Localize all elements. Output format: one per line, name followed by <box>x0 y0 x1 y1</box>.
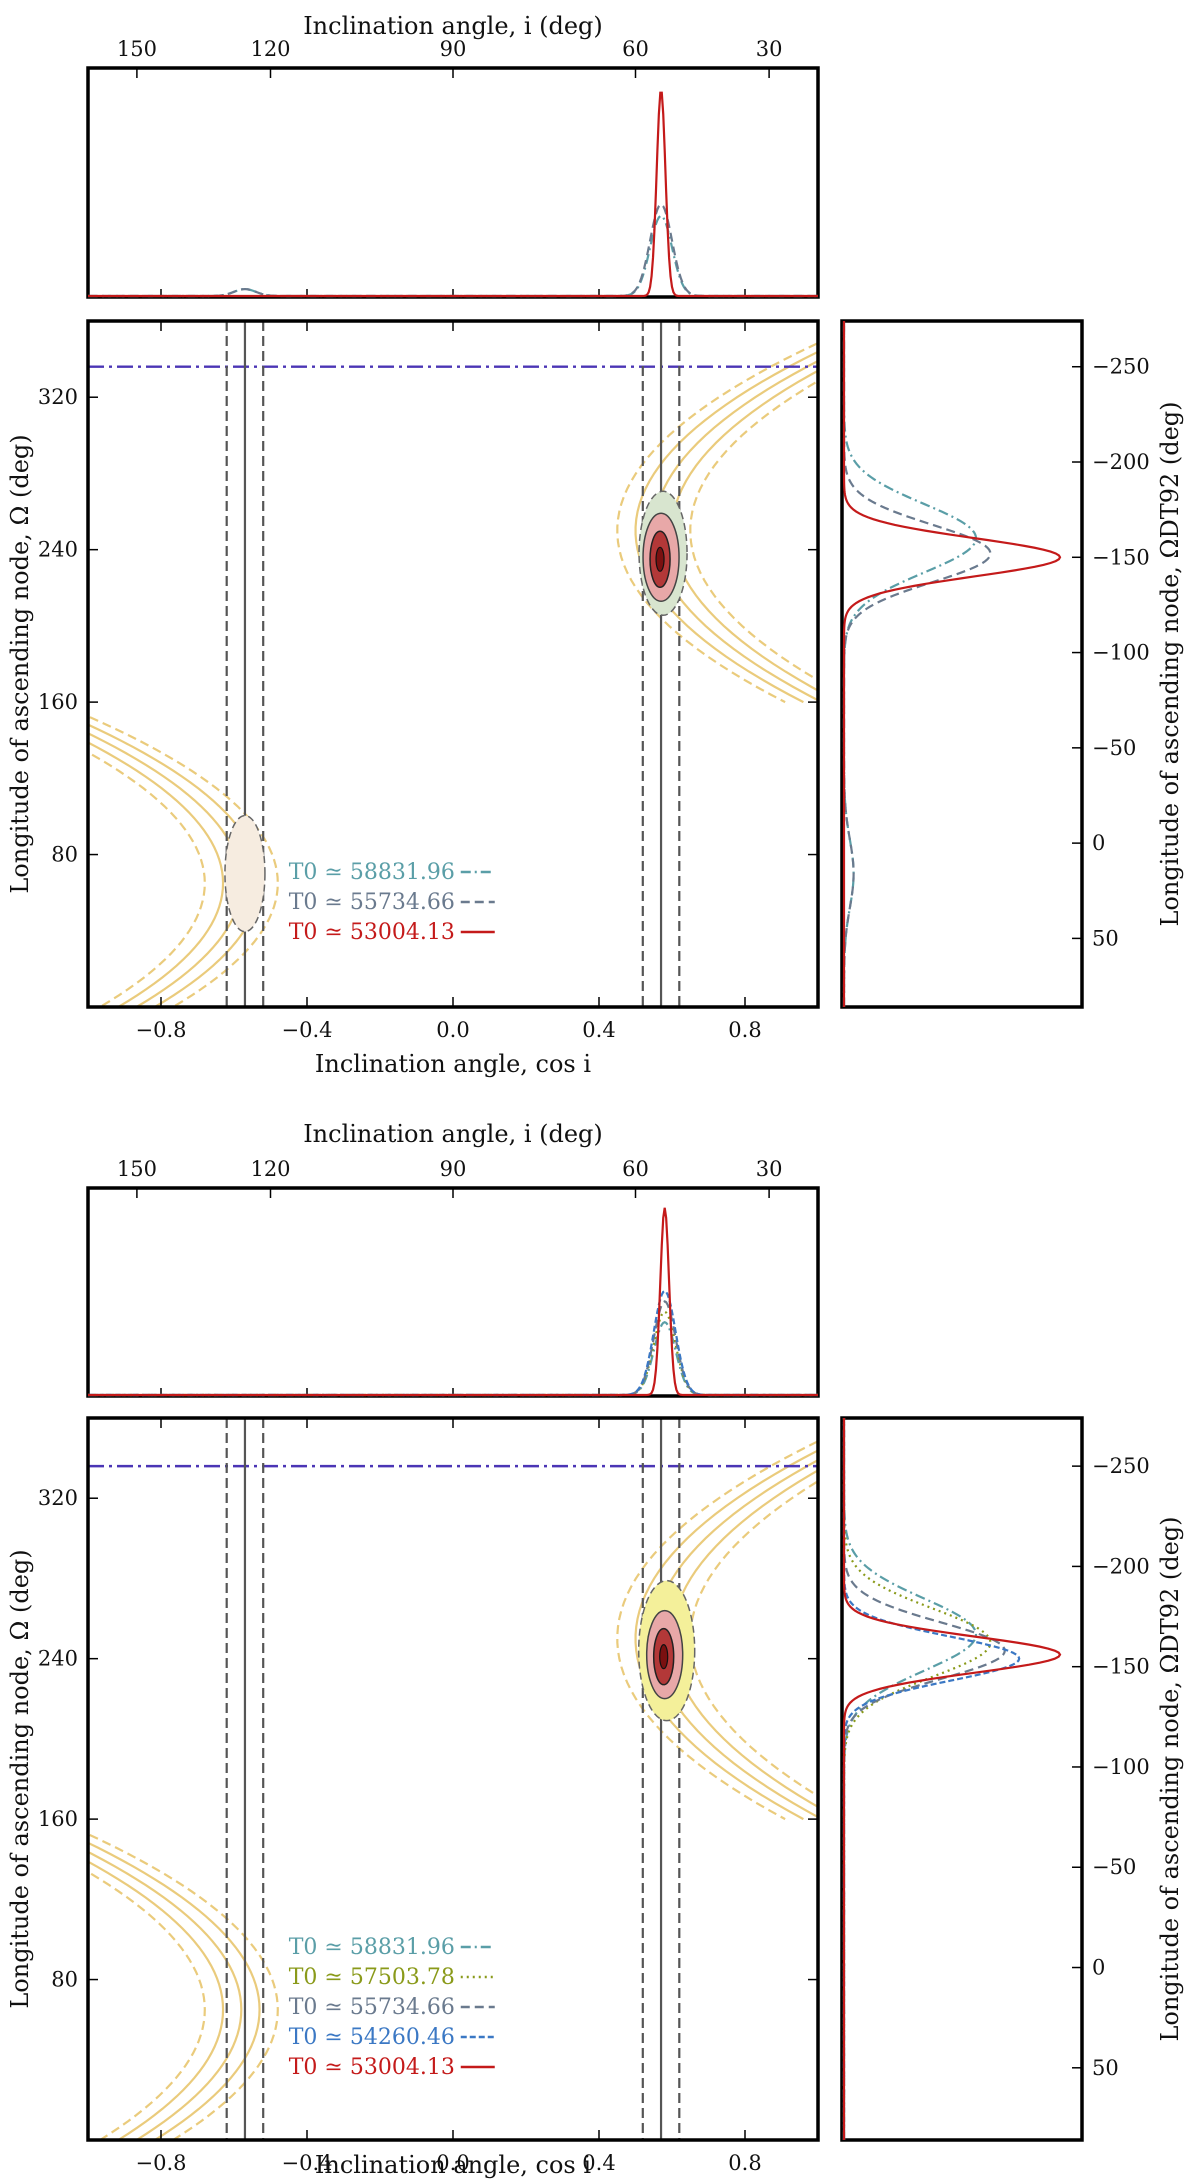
right-tick-label: −150 <box>1092 545 1150 569</box>
x-tick-label: 0.4 <box>582 2151 615 2175</box>
y-axis-label: Longitude of ascending node, Ω (deg) <box>6 1549 34 2008</box>
top-marginal-curve <box>88 214 818 298</box>
right-tick-label: −250 <box>1092 355 1150 379</box>
band-curve-right <box>689 379 818 682</box>
y-tick-label: 320 <box>38 1486 78 1510</box>
contour-secondary <box>224 814 266 933</box>
side-panel-frame <box>840 319 1084 1009</box>
band-curve-right <box>634 350 818 704</box>
legend-label: T0 ≃ 55734.66 <box>289 1995 455 2020</box>
top-axis-tick-label: 90 <box>440 37 467 61</box>
top-marginal-curve <box>88 203 818 298</box>
top-axis-tick-label: 150 <box>117 37 157 61</box>
right-axis-label: Longitude of ascending node, ΩDT92 (deg) <box>1156 1516 1184 2041</box>
band-curve-left <box>88 1860 225 2140</box>
main-plot-area <box>88 321 818 1007</box>
top-axis-tick-label: 30 <box>756 37 783 61</box>
x-tick-label: −0.8 <box>136 2151 187 2175</box>
x-tick-label: −0.4 <box>282 2151 333 2175</box>
main-plot-area <box>88 1418 818 2140</box>
band-curve-right <box>616 341 818 704</box>
right-tick-label: 0 <box>1092 1956 1105 1980</box>
band-curve-left <box>88 1870 206 2140</box>
y-tick-label: 80 <box>51 843 78 867</box>
side-marginal-curve <box>842 321 978 1008</box>
right-tick-label: −200 <box>1092 450 1150 474</box>
x-tick-label: 0.8 <box>728 1018 761 1042</box>
top-axis-label: Inclination angle, i (deg) <box>303 1120 603 1148</box>
y-tick-label: 80 <box>51 1968 78 1992</box>
right-tick-label: −50 <box>1092 1855 1136 1879</box>
side-marginal-curve <box>842 1418 978 2140</box>
right-tick-label: −150 <box>1092 1655 1150 1679</box>
side-marginal-curve <box>842 1418 992 2140</box>
right-tick-label: −250 <box>1092 1454 1150 1478</box>
top-marginal-curve <box>88 1320 818 1397</box>
y-axis-label: Longitude of ascending node, Ω (deg) <box>6 434 34 893</box>
top-panel-frame <box>86 1186 820 1398</box>
top-axis-tick-label: 120 <box>250 37 290 61</box>
legend-label: T0 ≃ 54260.46 <box>289 2025 455 2050</box>
band-curve-right <box>616 1440 818 1821</box>
y-tick-label: 320 <box>38 385 78 409</box>
x-axis-label: Inclination angle, cos i <box>315 1050 591 1078</box>
band-curve-left <box>88 751 206 1007</box>
top-axis-label: Inclination angle, i (deg) <box>303 12 603 40</box>
side-panel-frame <box>840 1416 1084 2142</box>
top-axis-tick-label: 60 <box>622 37 649 61</box>
top-axis-tick-label: 90 <box>440 1157 467 1181</box>
right-axis-label: Longitude of ascending node, ΩDT92 (deg) <box>1156 401 1184 926</box>
top-marginal-curve <box>88 1310 818 1397</box>
x-axis-label: Inclination angle, cos i <box>315 2151 591 2179</box>
top-axis-tick-label: 30 <box>756 1157 783 1181</box>
x-tick-label: 0.4 <box>582 1018 615 1042</box>
top-marginal-curve <box>88 1300 818 1397</box>
right-tick-label: −100 <box>1092 1755 1150 1779</box>
top-axis-tick-label: 150 <box>117 1157 157 1181</box>
top-marginal-curve <box>88 1207 818 1397</box>
right-tick-label: 50 <box>1092 926 1119 950</box>
band-curve-left <box>88 1850 243 2140</box>
top-marginal-curve <box>88 91 818 298</box>
top-marginal-curve <box>88 1289 818 1397</box>
right-tick-label: −100 <box>1092 641 1150 665</box>
right-tick-label: −200 <box>1092 1554 1150 1578</box>
x-tick-label: 0.8 <box>728 2151 761 2175</box>
band-curve-left <box>88 1841 261 2140</box>
right-tick-label: 0 <box>1092 831 1105 855</box>
band-curve-left <box>88 715 279 1007</box>
right-tick-label: 50 <box>1092 2056 1119 2080</box>
y-tick-label: 240 <box>38 1647 78 1671</box>
x-tick-label: −0.8 <box>136 1018 187 1042</box>
y-tick-label: 160 <box>38 690 78 714</box>
side-marginal-curve <box>842 321 1062 1007</box>
legend-label: T0 ≃ 55734.66 <box>289 890 455 915</box>
top-axis-tick-label: 120 <box>250 1157 290 1181</box>
band-curve-left <box>88 1832 279 2140</box>
band-curve-right <box>634 1449 818 1821</box>
y-tick-label: 240 <box>38 538 78 562</box>
legend-label: T0 ≃ 53004.13 <box>289 2055 455 2080</box>
x-tick-label: 0.0 <box>436 1018 469 1042</box>
side-marginal-curve <box>842 321 992 1008</box>
contour-core <box>655 546 665 572</box>
side-marginal-curve <box>842 1418 1006 2140</box>
right-tick-label: −50 <box>1092 736 1136 760</box>
top-panel-frame <box>86 66 820 299</box>
side-marginal-curve <box>842 1418 1021 2140</box>
legend-label: T0 ≃ 57503.78 <box>289 1965 455 1990</box>
y-tick-label: 160 <box>38 1807 78 1831</box>
legend-label: T0 ≃ 58831.96 <box>289 1935 455 1960</box>
band-curve-left <box>88 741 225 1007</box>
side-marginal-curve <box>842 1418 1062 2140</box>
top-axis-tick-label: 60 <box>622 1157 649 1181</box>
legend-label: T0 ≃ 53004.13 <box>289 920 455 945</box>
x-tick-label: 0.0 <box>436 2151 469 2175</box>
legend-label: T0 ≃ 58831.96 <box>289 860 455 885</box>
x-tick-label: −0.4 <box>282 1018 333 1042</box>
contour-core <box>659 1644 669 1670</box>
